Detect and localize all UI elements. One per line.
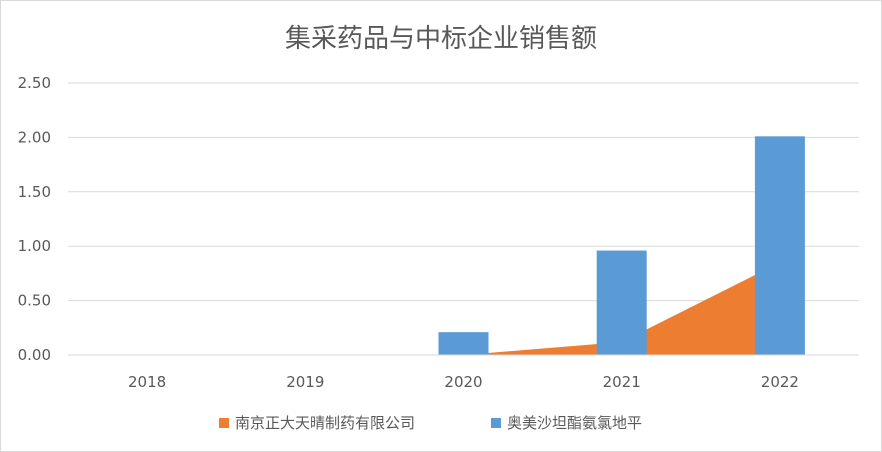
x-tick-label: 2019	[286, 373, 324, 391]
bar	[754, 136, 805, 355]
x-tick-label: 2018	[128, 373, 166, 391]
legend-item: 南京正大天晴制药有限公司	[219, 414, 415, 432]
x-tick-label: 2020	[444, 373, 482, 391]
y-tick-label: 0.00	[18, 346, 51, 364]
chart-title: 集采药品与中标企业销售额	[285, 24, 597, 54]
area-series	[463, 262, 780, 355]
legend-label: 奥美沙坦酯氨氯地平	[507, 414, 642, 432]
x-tick-label: 2022	[761, 373, 799, 391]
gridlines	[68, 82, 859, 302]
legend: 南京正大天晴制药有限公司 奥美沙坦酯氨氯地平	[219, 414, 642, 432]
x-tick-label: 2021	[603, 373, 641, 391]
legend-label: 南京正大天晴制药有限公司	[235, 414, 415, 432]
area-fill	[463, 262, 780, 355]
legend-swatch	[491, 418, 501, 428]
bar-series	[438, 136, 805, 355]
axes: 0.00 0.50 1.00 1.50 2.00 2.50 2018 2019 2020 2021…	[18, 74, 859, 391]
y-tick-label: 1.50	[18, 183, 51, 201]
bar	[596, 250, 647, 355]
y-tick-label: 1.00	[18, 237, 51, 255]
legend-item: 奥美沙坦酯氨氯地平	[491, 414, 642, 432]
legend-swatch	[219, 418, 229, 428]
y-tick-label: 0.50	[18, 292, 51, 310]
y-tick-label: 2.50	[18, 74, 51, 92]
bar	[438, 332, 489, 355]
y-tick-label: 2.00	[18, 128, 51, 146]
